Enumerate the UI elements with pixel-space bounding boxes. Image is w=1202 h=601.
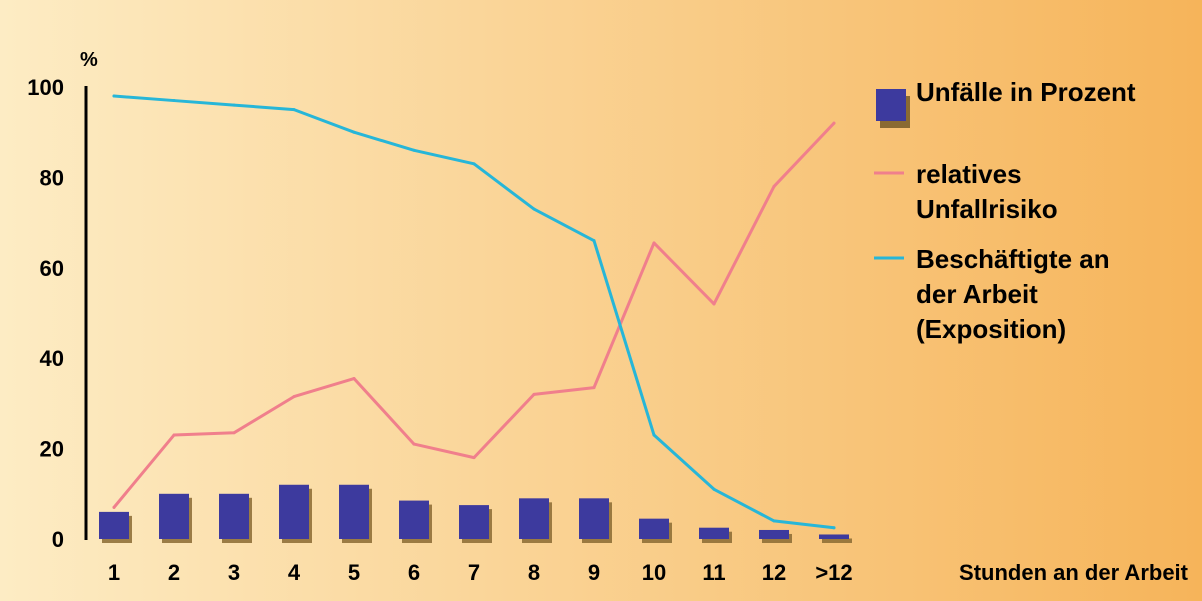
legend-label: (Exposition) <box>916 314 1066 344</box>
bar <box>399 500 429 539</box>
bar <box>519 498 549 539</box>
legend-label: Unfallrisiko <box>916 194 1058 224</box>
x-tick-labels: 1 2 3 4 5 6 7 8 9 10 11 12 >12 <box>108 560 853 585</box>
series-point <box>172 99 176 103</box>
x-tick-label: 2 <box>168 560 180 585</box>
series-point <box>472 162 476 166</box>
y-tick-labels: 0 20 40 60 80 100 <box>27 75 64 552</box>
lines-layer <box>112 94 836 530</box>
series-point <box>652 241 656 245</box>
bar <box>579 498 609 539</box>
bar <box>459 505 489 539</box>
bar <box>819 534 849 539</box>
bar-shadow <box>822 538 852 543</box>
legend-label: der Arbeit <box>916 279 1038 309</box>
bar <box>339 484 369 539</box>
series-point <box>652 433 656 437</box>
x-tick-label: 12 <box>762 560 786 585</box>
bar <box>639 518 669 539</box>
x-tick-label: 4 <box>288 560 301 585</box>
legend-label: Unfälle in Prozent <box>916 77 1136 107</box>
y-tick-label: 80 <box>40 165 64 190</box>
series-point <box>532 207 536 211</box>
x-tick-label: 8 <box>528 560 540 585</box>
series-point <box>712 487 716 491</box>
series-point <box>172 433 176 437</box>
x-tick-label: >12 <box>815 560 852 585</box>
series-point <box>592 386 596 390</box>
series-point <box>772 519 776 523</box>
series-point <box>532 392 536 396</box>
legend: Unfälle in Prozent relatives Unfallrisiko B… <box>874 77 1136 344</box>
series-point <box>712 302 716 306</box>
bar <box>159 493 189 539</box>
y-tick-label: 60 <box>40 256 64 281</box>
bar <box>699 527 729 539</box>
x-tick-label: 3 <box>228 560 240 585</box>
x-tick-label: 10 <box>642 560 666 585</box>
y-axis-unit: % <box>80 49 98 71</box>
series-point <box>292 108 296 112</box>
bar <box>99 511 129 539</box>
x-tick-label: 6 <box>408 560 420 585</box>
legend-label: Beschäftigte an <box>916 244 1110 274</box>
series-point <box>232 431 236 435</box>
series-point <box>412 148 416 152</box>
bar <box>279 484 309 539</box>
y-tick-label: 40 <box>40 346 64 371</box>
bar <box>219 493 249 539</box>
x-tick-label: 11 <box>702 560 725 585</box>
x-tick-label: 9 <box>588 560 600 585</box>
legend-label: relatives <box>916 159 1022 189</box>
y-tick-label: 0 <box>52 527 64 552</box>
x-axis-title: Stunden an der Arbeit <box>959 560 1189 585</box>
series-point <box>232 103 236 107</box>
y-tick-label: 20 <box>40 437 64 462</box>
series-point <box>472 456 476 460</box>
x-tick-label: 1 <box>108 560 120 585</box>
x-tick-label: 5 <box>348 560 360 585</box>
y-tick-label: 100 <box>27 75 64 100</box>
series-point <box>112 505 116 509</box>
series-point <box>352 130 356 134</box>
bars-layer <box>99 484 852 543</box>
series-point <box>592 239 596 243</box>
series-point <box>772 184 776 188</box>
series-point <box>832 121 836 125</box>
bar <box>759 529 789 539</box>
series-point <box>832 526 836 530</box>
series-point <box>412 442 416 446</box>
series-point <box>352 377 356 381</box>
x-tick-label: 7 <box>468 560 480 585</box>
series-point <box>292 395 296 399</box>
series-point <box>112 94 116 98</box>
legend-swatch-bar <box>876 89 906 121</box>
